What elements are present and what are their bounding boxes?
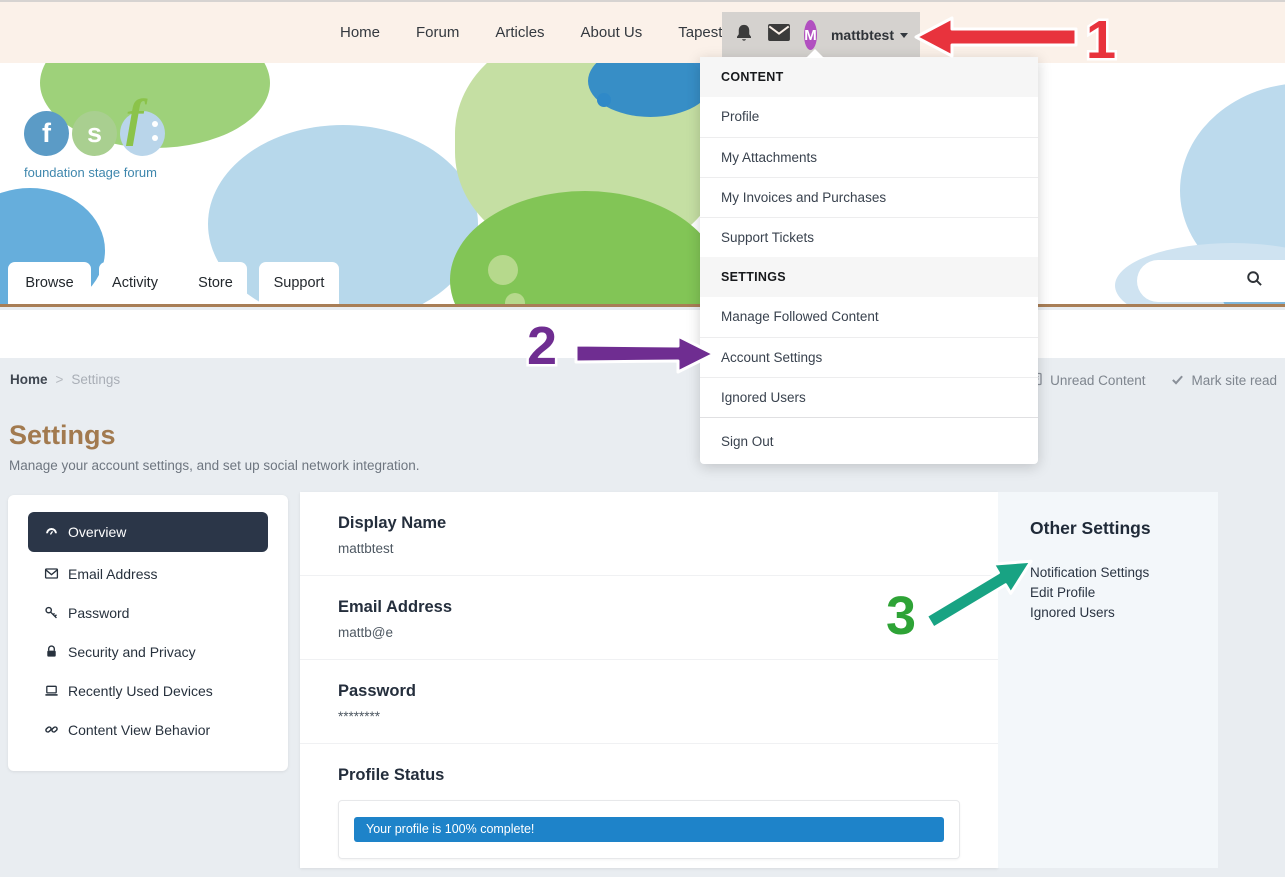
menu-item-profile[interactable]: Profile (721, 109, 760, 124)
menu-item-account-settings[interactable]: Account Settings (700, 337, 1038, 377)
menu-item-support-tickets[interactable]: Support Tickets (700, 217, 1038, 257)
tab-store[interactable]: Store (184, 262, 247, 304)
nav-articles[interactable]: Articles (495, 24, 545, 41)
display-name-value: mattbtest (338, 541, 394, 556)
menu-item-my-invoices[interactable]: My Invoices and Purchases (700, 177, 1038, 217)
chevron-down-icon (900, 32, 908, 38)
profile-progress-bar: Your profile is 100% complete! (354, 817, 944, 842)
mark-site-read-link[interactable]: Mark site read (1171, 373, 1277, 389)
email-address-field: Email Address mattb@e (300, 576, 998, 660)
checkmark-icon (1171, 373, 1184, 389)
email-address-value: mattb@e (338, 625, 393, 640)
nav-home[interactable]: Home (340, 24, 381, 41)
other-settings-title: Other Settings (1030, 518, 1151, 538)
sidebar-item-recent-devices[interactable]: Recently Used Devices (8, 671, 288, 710)
password-field: Password ******** (300, 660, 998, 744)
avatar[interactable]: M (804, 20, 817, 50)
password-label: Password (338, 682, 416, 700)
breadcrumb-home[interactable]: Home (10, 372, 48, 387)
sidebar-item-overview[interactable]: Overview (28, 512, 268, 552)
profile-status-label: Profile Status (338, 766, 445, 784)
key-icon (44, 605, 68, 620)
link-notification-settings[interactable]: Notification Settings (1030, 565, 1150, 580)
logo-circle-f2: f (120, 93, 165, 156)
lock-icon (44, 644, 68, 659)
dropdown-notch (806, 49, 824, 58)
sidebar-item-label: Email Address (68, 565, 158, 582)
profile-status-box: Your profile is 100% complete! (338, 800, 960, 859)
user-dropdown-menu: CONTENT Profile My Attachments My Invoic… (700, 57, 1038, 464)
unread-content-link[interactable]: Unread Content (1029, 372, 1145, 389)
sidebar-item-label: Security and Privacy (68, 643, 196, 660)
gauge-icon (44, 525, 68, 540)
page-subtitle: Manage your account settings, and set up… (9, 458, 420, 473)
laptop-icon (44, 683, 68, 698)
sidebar-item-security-privacy[interactable]: Security and Privacy (8, 632, 288, 671)
other-settings-panel: Other Settings Notification Settings Edi… (998, 492, 1218, 868)
password-value: ******** (338, 709, 381, 724)
menu-section-content: CONTENT (700, 57, 1038, 97)
site-banner: f s f foundation stage forum Browse Acti… (0, 63, 1285, 307)
sidebar-item-label: Overview (68, 524, 127, 540)
sub-header-strip (0, 310, 1285, 358)
email-address-label: Email Address (338, 598, 453, 616)
breadcrumb-tools: Unread Content Mark site read (1029, 372, 1277, 389)
nav-about-us[interactable]: About Us (580, 24, 643, 41)
breadcrumb: Home > Settings (10, 372, 120, 387)
search-icon[interactable] (1246, 270, 1263, 292)
menu-section-settings: SETTINGS (700, 257, 1038, 297)
site-logo[interactable]: f s f foundation stage forum (24, 93, 165, 180)
primary-nav: Home Forum Articles About Us Tapestry (340, 2, 749, 63)
envelope-icon (44, 566, 68, 581)
notifications-bell-icon[interactable] (734, 23, 754, 48)
messages-envelope-icon[interactable] (768, 24, 790, 46)
banner-thought-dot (505, 293, 525, 304)
link-edit-profile[interactable]: Edit Profile (1030, 585, 1096, 600)
sidebar-item-label: Content View Behavior (68, 721, 211, 738)
tab-browse[interactable]: Browse (8, 262, 91, 304)
sidebar-item-content-view-behavior[interactable]: Content View Behavior (8, 710, 288, 749)
user-menu-button[interactable]: M mattbtest (722, 12, 920, 58)
sidebar-item-label: Password (68, 604, 130, 621)
logo-circle-f: f (24, 111, 69, 156)
username-label: mattbtest (831, 27, 908, 43)
menu-item-manage-followed[interactable]: Manage Followed Content (721, 309, 879, 324)
breadcrumb-current: Settings (71, 372, 121, 387)
banner-bubble (208, 125, 478, 304)
menu-item-sign-out[interactable]: Sign Out (700, 417, 1038, 464)
link-ignored-users[interactable]: Ignored Users (1030, 605, 1115, 620)
sidebar-item-label: Recently Used Devices (68, 682, 213, 699)
display-name-label: Display Name (338, 514, 447, 532)
banner-thought-dot (488, 255, 518, 285)
profile-status-section: Profile Status Your profile is 100% comp… (300, 744, 998, 859)
tab-activity[interactable]: Activity (99, 262, 171, 304)
page-title: Settings (9, 420, 116, 450)
sidebar-item-email-address[interactable]: Email Address (8, 554, 288, 593)
banner-thought-dot (597, 93, 611, 107)
search-box[interactable] (1137, 260, 1285, 302)
overview-panel: Display Name mattbtest Email Address mat… (300, 492, 998, 868)
display-name-field: Display Name mattbtest (300, 492, 998, 576)
breadcrumb-separator: > (55, 372, 64, 387)
nav-forum[interactable]: Forum (416, 24, 460, 41)
menu-item-ignored-users[interactable]: Ignored Users (700, 377, 1038, 417)
settings-sidebar: Overview Email Address Password Security… (8, 495, 288, 771)
menu-item-my-attachments[interactable]: My Attachments (700, 137, 1038, 177)
logo-circle-s: s (72, 111, 117, 156)
sidebar-item-password[interactable]: Password (8, 593, 288, 632)
top-bar: Home Forum Articles About Us Tapestry M … (0, 0, 1285, 63)
link-icon (44, 722, 68, 737)
logo-text: foundation stage forum (24, 165, 157, 180)
tab-support[interactable]: Support (259, 262, 339, 304)
